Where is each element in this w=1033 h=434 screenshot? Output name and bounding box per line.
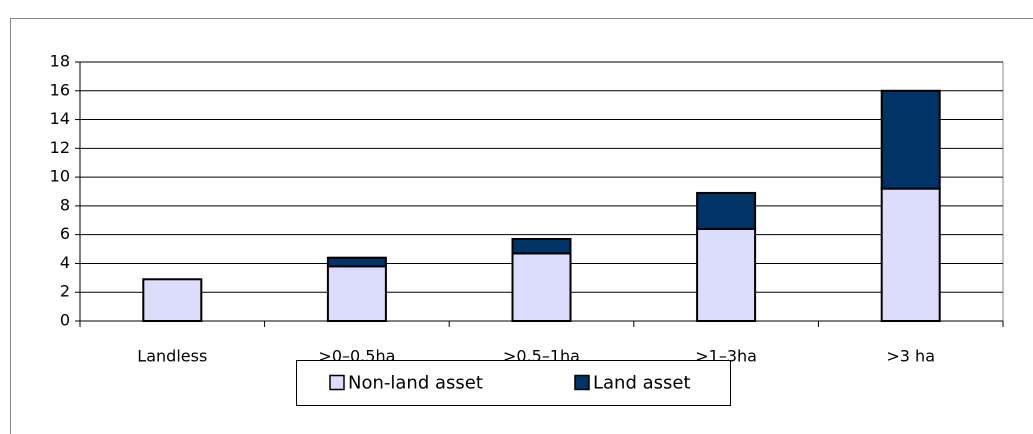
- y-tick-label: 2: [60, 282, 70, 301]
- bar-segment: [511, 252, 572, 322]
- y-tick-label: 12: [50, 138, 70, 157]
- bar-segment: [880, 187, 941, 322]
- legend-swatch: [574, 374, 590, 391]
- y-tick-label: 6: [60, 224, 70, 243]
- bar-segment: [142, 278, 203, 322]
- bar-segment: [696, 227, 757, 323]
- legend-swatch: [329, 374, 345, 391]
- y-tick-label: 14: [50, 109, 70, 128]
- legend-label: Non-land asset: [348, 373, 483, 394]
- legend-label: Land asset: [593, 373, 691, 394]
- x-tick-label: >3 ha: [886, 347, 935, 366]
- y-tick-label: 8: [60, 195, 70, 214]
- bar-segment: [696, 191, 757, 230]
- legend-box: [296, 360, 731, 406]
- y-tick-label: 10: [50, 167, 70, 186]
- x-tick-label: Landless: [137, 347, 207, 366]
- bar-segment: [511, 237, 572, 255]
- bar-segment: [326, 256, 387, 268]
- y-tick-label: 18: [50, 52, 70, 71]
- y-tick-label: 16: [50, 80, 70, 99]
- y-tick-label: 4: [60, 253, 70, 272]
- bar-segment: [326, 265, 387, 323]
- bar-segment: [880, 89, 941, 190]
- y-tick-label: 0: [60, 311, 70, 330]
